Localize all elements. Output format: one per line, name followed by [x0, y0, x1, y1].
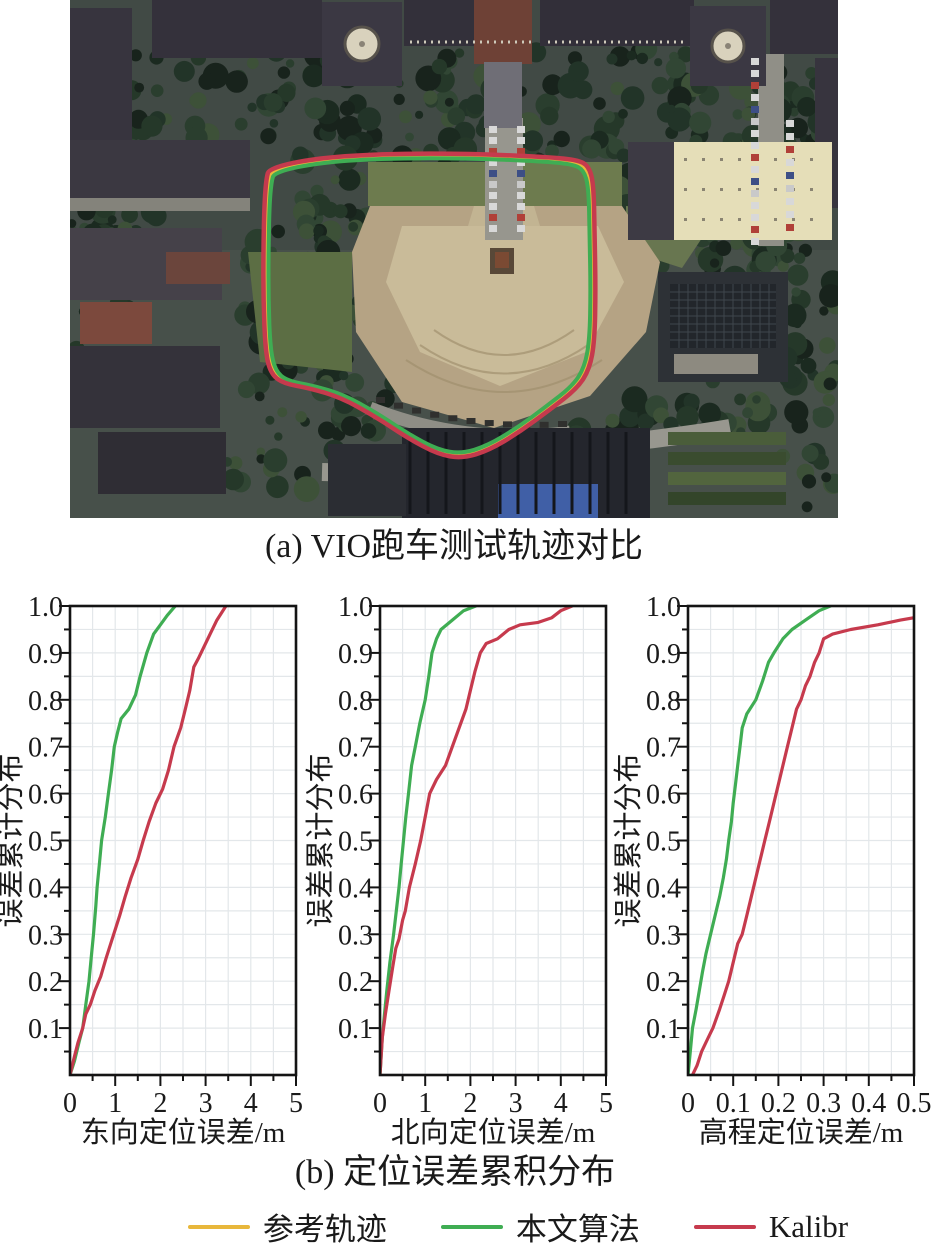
cdf-curve-proposed	[688, 606, 832, 1075]
legend-label: Kalibr	[768, 1208, 849, 1244]
y-tick-label: 0.1	[338, 1014, 373, 1045]
satellite-map-canvas	[70, 0, 838, 518]
y-tick-label: 0.7	[28, 733, 63, 764]
y-tick-label: 1.0	[28, 592, 63, 623]
x-tick-label: 0.4	[851, 1088, 886, 1119]
y-tick-label: 0.8	[646, 686, 681, 717]
y-tick-label: 0.9	[338, 639, 373, 670]
kalibr-line-swatch	[693, 1224, 756, 1229]
legend-label: 参考轨迹	[262, 1212, 387, 1247]
x-axis-label: 高程定位误差/m	[699, 1116, 904, 1149]
x-tick-label: 0	[681, 1088, 695, 1119]
y-tick-label: 0.8	[338, 686, 373, 717]
y-tick-label: 0.3	[338, 920, 373, 951]
y-axis-label: 误差累计分布	[304, 753, 337, 927]
x-tick-label: 0.2	[761, 1088, 796, 1119]
cdf-chart-elevation: 0 0.1 0.2 0.3 0.4 0.5 0.1 0.2 0.3 0.4 0.5 0.6 0.7 0.8…	[612, 592, 932, 1149]
y-tick-label: 0.7	[646, 733, 681, 764]
trajectory-reference	[264, 154, 595, 457]
legend-item-proposed: 本文算法	[440, 1204, 640, 1249]
y-tick-label: 1.0	[646, 592, 681, 623]
y-tick-label: 0.4	[28, 873, 63, 904]
y-tick-label: 0.9	[28, 639, 63, 670]
x-tick-label: 2	[153, 1088, 167, 1119]
y-tick-label: 1.0	[338, 592, 373, 623]
cdf-curve-kalibr	[380, 606, 574, 1075]
cdf-chart-north: 0 1 2 3 4 5 0.1 0.2 0.3 0.4 0.5 0.6 0.7 0.8 0.9 1.0 北向定位…	[304, 592, 613, 1149]
legend-item-reference: 参考轨迹	[187, 1204, 387, 1249]
cdf-chart-east: 0 1 2 3 4 5 0.1 0.2 0.3 0.4 0.5 0.6 0.7 0.8 0.9 1.0 东向定位…	[0, 592, 303, 1149]
cdf-curve-kalibr	[70, 606, 228, 1075]
x-axis-label: 东向定位误差/m	[81, 1116, 286, 1149]
x-axis-label: 北向定位误差/m	[391, 1116, 596, 1149]
y-tick-label: 0.6	[646, 780, 681, 811]
y-tick-label: 0.9	[646, 639, 681, 670]
x-tick-label: 5	[289, 1088, 303, 1119]
satellite-photo	[70, 0, 838, 518]
y-tick-label: 0.4	[646, 873, 681, 904]
trajectory-kalibr	[261, 151, 598, 460]
y-tick-label: 0.3	[28, 920, 63, 951]
x-tick-label: 2	[463, 1088, 477, 1119]
y-tick-label: 0.2	[646, 967, 681, 998]
y-tick-label: 0.3	[646, 920, 681, 951]
caption-a: (a) VIO跑车测试轨迹对比	[264, 528, 644, 565]
caption-b: (b) 定位误差累积分布	[294, 1154, 616, 1191]
x-tick-label: 3	[199, 1088, 213, 1119]
x-tick-label: 0	[373, 1088, 387, 1119]
y-tick-label: 0.6	[28, 780, 63, 811]
cdf-curve-kalibr	[690, 616, 914, 1075]
x-tick-label: 0.1	[716, 1088, 751, 1119]
x-tick-label: 0.5	[897, 1088, 932, 1119]
y-axis-label: 误差累计分布	[612, 753, 645, 927]
x-tick-label: 0	[63, 1088, 77, 1119]
legend-label: 本文算法	[515, 1212, 640, 1247]
y-tick-label: 0.5	[28, 827, 63, 858]
x-tick-label: 4	[244, 1088, 258, 1119]
x-tick-label: 1	[418, 1088, 432, 1119]
y-tick-label: 0.8	[28, 686, 63, 717]
x-tick-label: 5	[599, 1088, 613, 1119]
y-tick-label: 0.2	[338, 967, 373, 998]
x-tick-label: 3	[509, 1088, 523, 1119]
y-axis-label: 误差累计分布	[0, 753, 27, 927]
y-tick-label: 0.4	[338, 873, 373, 904]
x-tick-label: 4	[554, 1088, 568, 1119]
y-tick-label: 0.6	[338, 780, 373, 811]
cdf-curve-proposed	[70, 606, 177, 1075]
cdf-curve-proposed	[380, 606, 478, 1075]
y-tick-label: 0.2	[28, 967, 63, 998]
y-tick-label: 0.7	[338, 733, 373, 764]
x-tick-label: 1	[108, 1088, 122, 1119]
y-tick-label: 0.1	[646, 1014, 681, 1045]
y-tick-label: 0.1	[28, 1014, 63, 1045]
y-tick-label: 0.5	[338, 827, 373, 858]
x-tick-label: 0.3	[806, 1088, 841, 1119]
proposed-line-swatch	[440, 1224, 503, 1229]
reference-line-swatch	[187, 1224, 250, 1229]
y-tick-label: 0.5	[646, 827, 681, 858]
legend-item-kalibr: Kalibr	[693, 1208, 849, 1245]
figure-legend: 参考轨迹 本文算法 Kalibr	[0, 1204, 940, 1249]
trajectory-proposed	[266, 156, 593, 455]
